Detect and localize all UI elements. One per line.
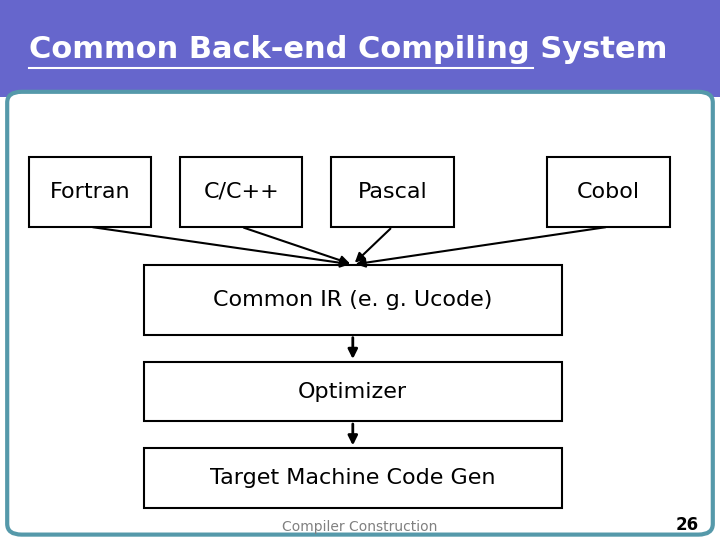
FancyBboxPatch shape xyxy=(180,157,302,227)
Text: C/C++: C/C++ xyxy=(203,181,279,202)
Text: Fortran: Fortran xyxy=(50,181,130,202)
Text: Common IR (e. g. Ucode): Common IR (e. g. Ucode) xyxy=(213,289,492,310)
FancyBboxPatch shape xyxy=(29,157,151,227)
Text: 26: 26 xyxy=(675,516,698,534)
Text: Compiler Construction: Compiler Construction xyxy=(282,519,438,534)
FancyBboxPatch shape xyxy=(0,0,720,97)
Text: Cobol: Cobol xyxy=(577,181,640,202)
FancyBboxPatch shape xyxy=(144,362,562,421)
Text: Optimizer: Optimizer xyxy=(298,381,408,402)
FancyBboxPatch shape xyxy=(144,265,562,335)
FancyBboxPatch shape xyxy=(331,157,454,227)
FancyBboxPatch shape xyxy=(7,92,713,535)
Text: Target Machine Code Gen: Target Machine Code Gen xyxy=(210,468,495,488)
FancyBboxPatch shape xyxy=(144,448,562,508)
Text: Pascal: Pascal xyxy=(358,181,427,202)
FancyBboxPatch shape xyxy=(547,157,670,227)
Text: Common Back-end Compiling System: Common Back-end Compiling System xyxy=(29,35,667,64)
